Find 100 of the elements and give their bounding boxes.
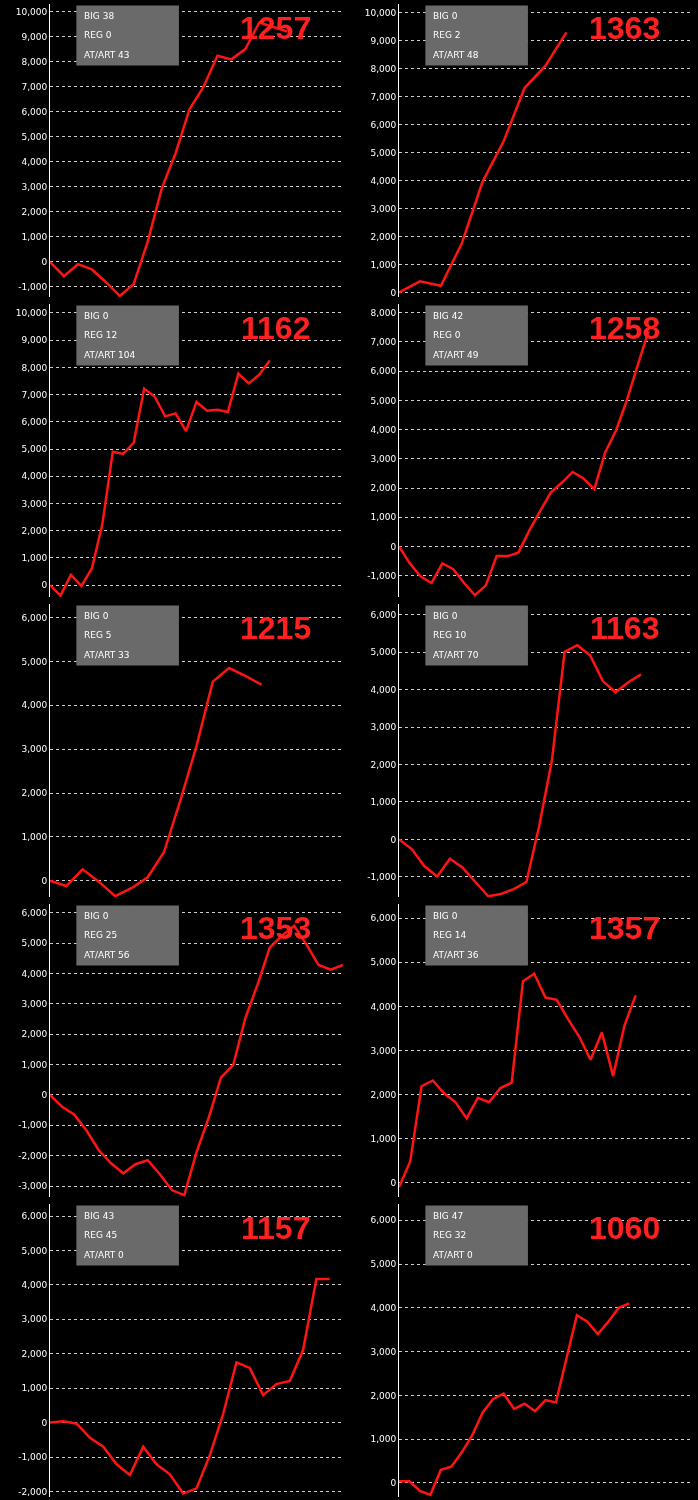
y-tick-label: 6,000 [370, 366, 397, 377]
chart-title: 1357 [589, 910, 661, 946]
y-tick-label: 6,000 [370, 1215, 397, 1226]
line-series [399, 643, 643, 897]
y-tick-label: 7,000 [370, 91, 397, 102]
chart-title: 1157 [241, 1210, 311, 1246]
y-tick-label: 6,000 [21, 106, 48, 117]
y-tick-label: 10,000 [15, 308, 48, 319]
y-tick-label: 1,000 [370, 797, 397, 808]
y-tick-label: 6,000 [370, 913, 397, 924]
y-tick-label: 0 [41, 580, 48, 591]
y-tick-label: 6,000 [21, 907, 48, 918]
y-tick-label: 2,000 [21, 1029, 48, 1040]
y-tick-label: 3,000 [370, 453, 397, 464]
y-tick-label: -1,000 [367, 871, 397, 882]
annotation: BIG 0 [433, 11, 458, 21]
y-tick-label: 1,000 [370, 1434, 397, 1445]
y-tick-label: 5,000 [370, 147, 397, 158]
y-tick-label: 8,000 [21, 362, 48, 373]
annotation: BIG 43 [84, 1211, 115, 1221]
y-tick-label: 3,000 [370, 1045, 397, 1056]
y-tick-label: 1,000 [21, 832, 48, 843]
y-tick-label: 4,000 [21, 700, 48, 711]
y-tick-label: 0 [390, 1178, 397, 1189]
chart-title: 1162 [241, 310, 311, 346]
y-tick-label: 8,000 [21, 56, 48, 67]
y-tick-label: 5,000 [21, 1245, 48, 1256]
annotation: AT/ART 56 [84, 950, 130, 960]
y-tick-label: 1,000 [21, 1059, 48, 1070]
y-tick-label: 4,000 [21, 968, 48, 979]
y-tick-label: 5,000 [370, 395, 397, 406]
line-series [399, 31, 568, 294]
y-tick-label: 10,000 [15, 6, 48, 17]
y-tick-label: 2,000 [21, 1348, 48, 1359]
annotation: AT/ART 104 [84, 350, 136, 360]
annotation: REG 25 [84, 930, 118, 940]
line-series [50, 359, 271, 597]
y-tick-label: 4,000 [370, 424, 397, 435]
y-tick-label: 8,000 [370, 63, 397, 74]
y-tick-label: 7,000 [370, 337, 397, 348]
y-tick-label: 0 [390, 834, 397, 845]
y-tick-label: 5,000 [21, 938, 48, 949]
y-tick-label: 4,000 [370, 684, 397, 695]
y-tick-label: 2,000 [370, 1390, 397, 1401]
y-tick-label: 1,000 [370, 259, 397, 270]
y-tick-label: 1,000 [21, 552, 48, 563]
y-tick-label: 1,000 [21, 1383, 48, 1394]
chart-title: 1258 [589, 310, 661, 346]
y-tick-label: -3,000 [18, 1181, 48, 1192]
annotation: REG 2 [433, 30, 461, 40]
annotation: BIG 47 [433, 1211, 464, 1221]
y-tick-label: 5,000 [21, 131, 48, 142]
y-tick-label: 9,000 [370, 35, 397, 46]
annotation: AT/ART 0 [433, 1250, 474, 1260]
y-tick-label: 2,000 [21, 788, 48, 799]
annotation: AT/ART 70 [433, 650, 479, 660]
y-tick-label: 4,000 [370, 1001, 397, 1012]
annotation: AT/ART 43 [84, 50, 130, 60]
chart-title: 1060 [589, 1210, 661, 1246]
line-series [50, 666, 263, 897]
annotation: AT/ART 33 [84, 650, 130, 660]
annotation: BIG 0 [84, 611, 109, 621]
line-series [50, 1277, 331, 1495]
y-tick-label: 2,000 [21, 525, 48, 536]
y-tick-label: 6,000 [21, 612, 48, 623]
annotation: REG 10 [433, 630, 467, 640]
y-tick-label: -2,000 [18, 1486, 48, 1497]
y-tick-label: 3,000 [21, 181, 48, 192]
y-tick-label: 5,000 [370, 957, 397, 968]
annotation: BIG 0 [433, 611, 458, 621]
y-tick-label: 5,000 [370, 647, 397, 658]
y-tick-label: 0 [41, 1090, 48, 1101]
y-tick-label: -1,000 [367, 570, 397, 581]
annotation: AT/ART 49 [433, 350, 479, 360]
y-tick-label: 2,000 [370, 759, 397, 770]
y-tick-label: 4,000 [370, 1302, 397, 1313]
annotation: AT/ART 0 [84, 1250, 125, 1260]
y-tick-label: 3,000 [21, 498, 48, 509]
annotation: BIG 38 [84, 11, 115, 21]
chart-title: 1163 [590, 610, 660, 646]
y-tick-label: 2,000 [370, 483, 397, 494]
y-tick-label: 6,000 [370, 119, 397, 130]
y-tick-label: 10,000 [364, 7, 397, 18]
y-tick-label: 4,000 [21, 156, 48, 167]
chart-title: 1215 [240, 610, 312, 646]
y-tick-label: 4,000 [370, 175, 397, 186]
y-tick-label: 9,000 [21, 31, 48, 42]
y-tick-label: 0 [41, 1417, 48, 1428]
annotation: REG 14 [433, 930, 467, 940]
annotation: AT/ART 48 [433, 50, 479, 60]
annotation: REG 0 [84, 30, 112, 40]
annotation: REG 5 [84, 630, 112, 640]
y-tick-label: 3,000 [370, 1346, 397, 1357]
y-tick-label: 4,000 [21, 471, 48, 482]
y-tick-label: 2,000 [21, 207, 48, 217]
y-tick-label: 5,000 [21, 656, 48, 667]
y-tick-label: 4,000 [21, 1280, 48, 1291]
y-tick-label: 9,000 [21, 335, 48, 346]
y-tick-label: -1,000 [18, 282, 48, 293]
annotation: BIG 0 [84, 911, 109, 921]
